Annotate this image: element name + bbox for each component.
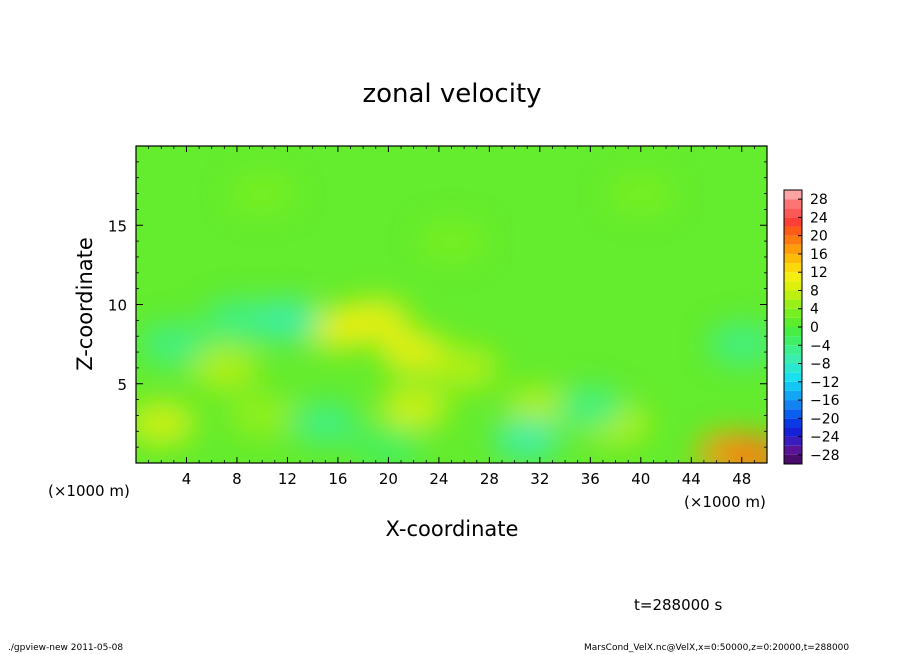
field-sample [202,298,271,343]
field-sample [354,425,423,463]
x-axis-ticks: 4 8 12 16 20 24 28 32 36 40 44 48 [148,146,755,488]
x-tick-label: 20 [379,470,398,488]
y-tick-label: 15 [108,217,127,235]
colorbar-band [784,208,802,218]
colorbar-band [784,409,802,419]
field-sample [139,322,208,367]
field-sample [228,393,297,438]
field-sample [291,401,360,446]
colorbar-band [784,372,802,382]
footer-left: ./gpview-new 2011-05-08 [8,643,123,653]
colorbar-band [784,390,802,401]
colorbar-tick-label: −20 [810,411,840,427]
y-axis-label: Z-coordinate [73,237,97,371]
field-sample [136,401,196,446]
chart-title: zonal velocity [362,79,541,109]
colorbar-band [784,244,802,254]
colorbar-tick-label: −12 [810,375,840,391]
y-unit-label: (×1000 m) [48,482,130,500]
plot-area [135,145,768,464]
colorbar-band [784,345,802,355]
x-tick-label: 40 [631,470,650,488]
colorbar-band [784,226,802,236]
field-sample [379,385,448,430]
colorbar-tick-label: 8 [810,283,819,299]
colorbar-band [784,190,802,200]
field-sample [493,417,562,462]
colorbar-band [784,308,802,318]
field-sample [430,345,499,390]
x-tick-label: 36 [581,470,600,488]
x-tick-label: 4 [182,470,192,488]
colorbar-band [784,363,802,373]
colorbar-tick-label: 4 [810,302,819,318]
colorbar-tick-label: 0 [810,320,819,336]
colorbar: 28 24 20 16 12 8 4 0 −4 −8 −12 −16 −20 −24 −28 [783,189,840,465]
colorbar-tick-label: 28 [810,192,828,208]
colorbar-band [784,253,802,264]
x-tick-label: 28 [480,470,499,488]
colorbar-band [784,263,802,273]
colorbar-band [784,454,802,464]
x-axis-label: X-coordinate [386,517,519,541]
field-sample [228,171,297,216]
colorbar-tick-label: −8 [810,357,831,373]
colorbar-band [784,427,802,437]
x-tick-label: 16 [328,470,347,488]
field-sample [606,171,675,216]
field-sample [341,298,410,343]
colorbar-band [784,400,802,410]
y-tick-label: 5 [117,376,127,394]
y-tick-label: 10 [108,297,127,315]
colorbar-band [784,199,802,209]
x-tick-label: 32 [530,470,549,488]
colorbar-tick-label: −28 [810,448,840,464]
colorbar-band [784,217,802,227]
field-sample [379,330,448,375]
x-tick-label: 44 [682,470,701,488]
colorbar-band [784,299,802,309]
colorbar-band [784,317,802,327]
x-tick-label: 8 [232,470,242,488]
colorbar-tick-label: −16 [810,393,840,409]
colorbar-band [784,235,802,245]
velocity-field [136,171,767,463]
colorbar-tick-label: −4 [810,338,831,354]
field-sample [190,345,259,390]
colorbar-band [784,327,802,337]
x-unit-label: (×1000 m) [684,493,766,511]
colorbar-band [784,281,802,291]
x-tick-label: 24 [429,470,448,488]
colorbar-band [784,418,802,428]
footer-right: MarsCond_VelX.nc@VelX,x=0:50000,z=0:2000… [584,643,849,653]
field-sample [253,298,322,343]
field-sample [556,385,625,430]
colorbar-tick-label: 12 [810,265,828,281]
colorbar-tick-label: 24 [810,210,828,226]
colorbar-band [784,354,802,364]
colorbar-band [784,272,802,282]
colorbar-tick-label: −24 [810,430,840,446]
field-sample [417,219,486,264]
colorbar-band [784,290,802,300]
colorbar-tick-label: 16 [810,247,828,263]
time-label: t=288000 s [634,596,722,614]
colorbar-band [784,336,802,346]
x-tick-label: 48 [732,470,751,488]
colorbar-tick-label: 20 [810,229,828,245]
y-axis-ticks: 5 10 15 [108,161,767,448]
x-tick-label: 12 [278,470,297,488]
colorbar-band [784,445,802,455]
colorbar-band [784,436,802,446]
colorbar-band [784,381,802,391]
field-sample [707,322,767,367]
field-sample [720,434,767,463]
